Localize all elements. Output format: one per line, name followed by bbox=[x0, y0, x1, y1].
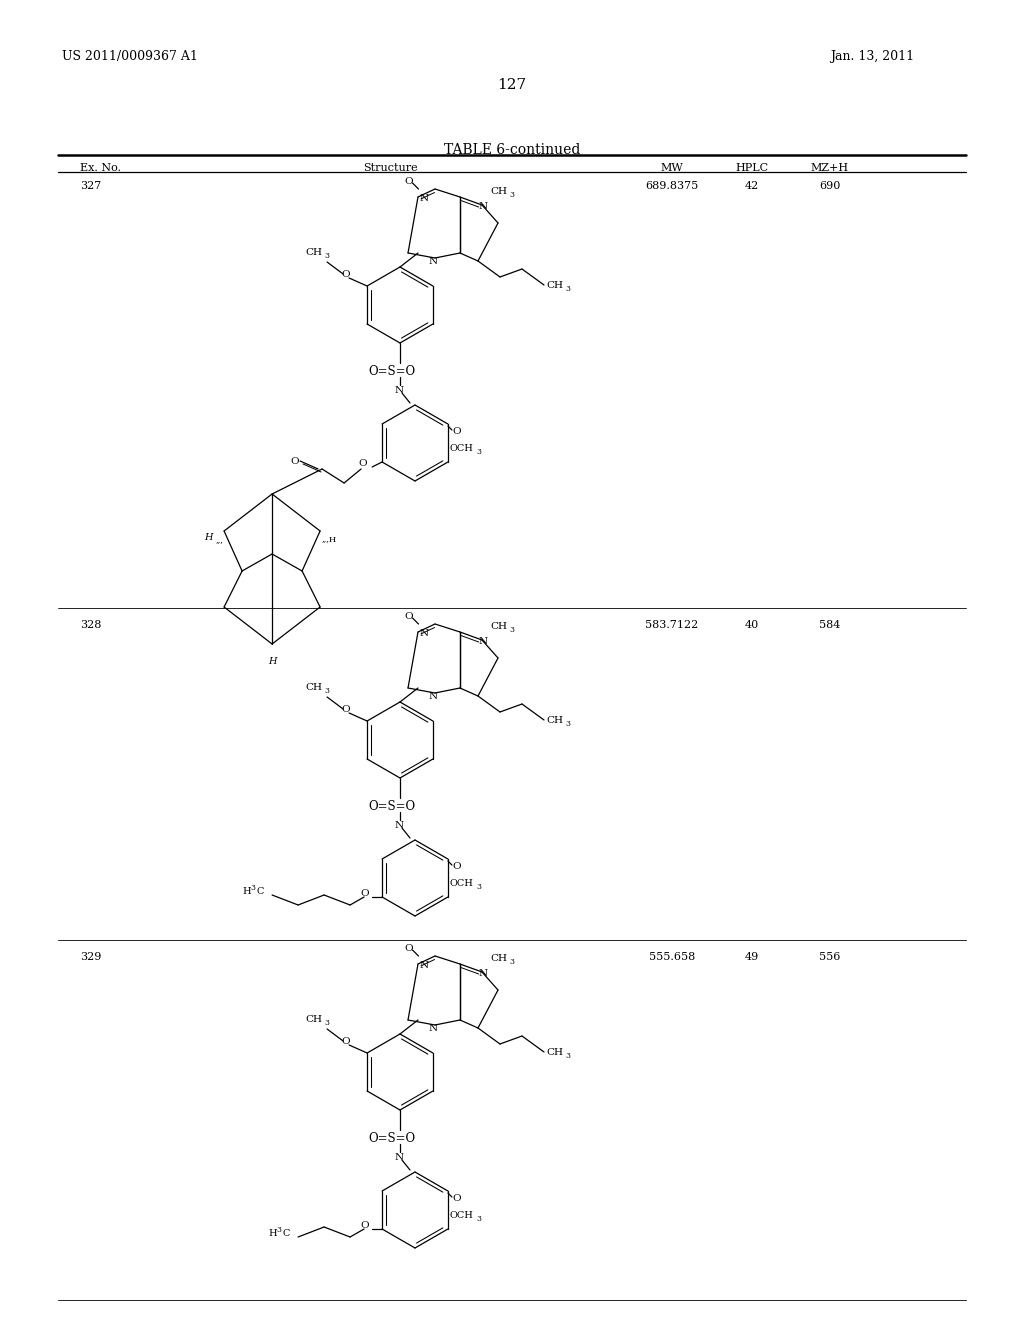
Text: O=S=O: O=S=O bbox=[368, 366, 415, 378]
Text: CH: CH bbox=[546, 715, 563, 725]
Text: C: C bbox=[256, 887, 263, 896]
Text: H: H bbox=[242, 887, 251, 896]
Text: N: N bbox=[479, 969, 488, 978]
Text: C: C bbox=[282, 1229, 290, 1238]
Text: 3: 3 bbox=[276, 1226, 282, 1234]
Text: 3: 3 bbox=[565, 1052, 570, 1060]
Text: 556: 556 bbox=[819, 952, 841, 962]
Text: O: O bbox=[360, 1221, 369, 1230]
Text: 3: 3 bbox=[250, 884, 255, 892]
Text: CH: CH bbox=[546, 281, 563, 290]
Text: O: O bbox=[452, 1195, 461, 1203]
Text: 690: 690 bbox=[819, 181, 841, 191]
Text: N: N bbox=[429, 257, 438, 267]
Text: 3: 3 bbox=[476, 1214, 481, 1224]
Text: N: N bbox=[395, 1152, 404, 1162]
Text: N: N bbox=[395, 385, 404, 395]
Text: O: O bbox=[290, 457, 299, 466]
Text: N: N bbox=[420, 630, 429, 638]
Text: O: O bbox=[404, 177, 413, 186]
Text: 3: 3 bbox=[324, 252, 329, 260]
Text: 584: 584 bbox=[819, 620, 841, 630]
Text: Ex. No.: Ex. No. bbox=[80, 162, 121, 173]
Text: O: O bbox=[341, 271, 350, 279]
Text: O: O bbox=[404, 612, 413, 620]
Text: 689.8375: 689.8375 bbox=[645, 181, 698, 191]
Text: 3: 3 bbox=[476, 883, 481, 891]
Text: O: O bbox=[341, 705, 350, 714]
Text: 3: 3 bbox=[509, 191, 514, 199]
Text: O: O bbox=[452, 426, 461, 436]
Text: 127: 127 bbox=[498, 78, 526, 92]
Text: OCH: OCH bbox=[450, 1210, 474, 1220]
Text: H: H bbox=[268, 1229, 276, 1238]
Text: N: N bbox=[479, 202, 488, 211]
Text: OCH: OCH bbox=[450, 879, 474, 888]
Text: CH: CH bbox=[490, 954, 507, 964]
Text: N: N bbox=[479, 638, 488, 645]
Text: O: O bbox=[452, 862, 461, 871]
Text: 555.658: 555.658 bbox=[649, 952, 695, 962]
Text: H: H bbox=[204, 533, 213, 543]
Text: MZ+H: MZ+H bbox=[811, 162, 849, 173]
Text: 40: 40 bbox=[744, 620, 759, 630]
Text: CH: CH bbox=[305, 248, 323, 257]
Text: N: N bbox=[395, 821, 404, 830]
Text: 329: 329 bbox=[80, 952, 101, 962]
Text: CH: CH bbox=[490, 187, 507, 195]
Text: CH: CH bbox=[546, 1048, 563, 1057]
Text: MW: MW bbox=[660, 162, 683, 173]
Text: 583.7122: 583.7122 bbox=[645, 620, 698, 630]
Text: Structure: Structure bbox=[362, 162, 418, 173]
Text: O=S=O: O=S=O bbox=[368, 800, 415, 813]
Text: ,,,: ,,, bbox=[216, 536, 224, 544]
Text: 3: 3 bbox=[565, 285, 570, 293]
Text: CH: CH bbox=[305, 1015, 323, 1024]
Text: N: N bbox=[420, 961, 429, 970]
Text: Jan. 13, 2011: Jan. 13, 2011 bbox=[830, 50, 914, 63]
Text: 3: 3 bbox=[565, 719, 570, 729]
Text: H: H bbox=[268, 657, 276, 667]
Text: CH: CH bbox=[490, 622, 507, 631]
Text: N: N bbox=[429, 1024, 438, 1034]
Text: O: O bbox=[341, 1038, 350, 1045]
Text: 3: 3 bbox=[509, 958, 514, 966]
Text: ,,,H: ,,,H bbox=[323, 535, 337, 543]
Text: 327: 327 bbox=[80, 181, 101, 191]
Text: HPLC: HPLC bbox=[735, 162, 769, 173]
Text: TABLE 6-continued: TABLE 6-continued bbox=[443, 143, 581, 157]
Text: 49: 49 bbox=[744, 952, 759, 962]
Text: 42: 42 bbox=[744, 181, 759, 191]
Text: O=S=O: O=S=O bbox=[368, 1133, 415, 1144]
Text: 3: 3 bbox=[324, 686, 329, 696]
Text: N: N bbox=[420, 194, 429, 203]
Text: O: O bbox=[360, 888, 369, 898]
Text: O: O bbox=[358, 459, 367, 469]
Text: 3: 3 bbox=[476, 447, 481, 455]
Text: 3: 3 bbox=[509, 626, 514, 634]
Text: CH: CH bbox=[305, 682, 323, 692]
Text: N: N bbox=[429, 692, 438, 701]
Text: OCH: OCH bbox=[450, 444, 474, 453]
Text: 328: 328 bbox=[80, 620, 101, 630]
Text: O: O bbox=[404, 944, 413, 953]
Text: US 2011/0009367 A1: US 2011/0009367 A1 bbox=[62, 50, 198, 63]
Text: 3: 3 bbox=[324, 1019, 329, 1027]
